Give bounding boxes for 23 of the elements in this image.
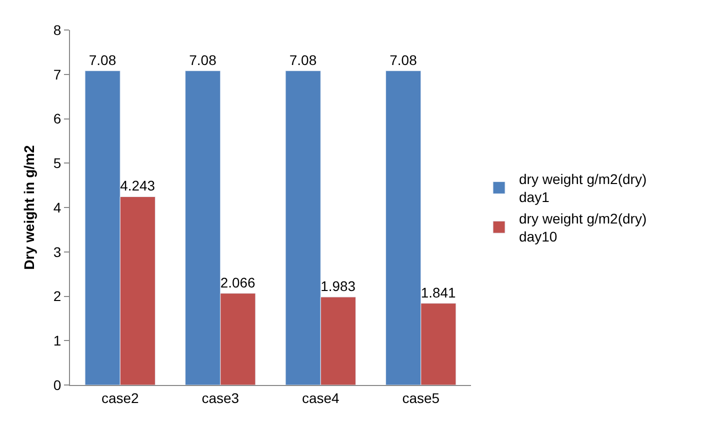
data-label: 1.983 — [320, 278, 356, 294]
data-label: 7.08 — [88, 52, 116, 68]
y-tick-label: 1 — [53, 332, 62, 349]
x-tick-label: case4 — [302, 390, 340, 406]
x-tick-label: case2 — [101, 390, 140, 406]
data-label: 2.066 — [220, 274, 256, 290]
data-label: 7.08 — [189, 52, 217, 68]
y-tick-label: 5 — [53, 155, 62, 172]
data-label: 1.841 — [420, 284, 456, 300]
x-tick-label: case5 — [402, 390, 440, 406]
y-tick-label: 3 — [53, 244, 62, 260]
y-tick-label: 2 — [53, 288, 62, 304]
x-tick-label: case3 — [202, 390, 240, 406]
y-tick-label: 7 — [53, 66, 62, 82]
data-label: 4.243 — [120, 178, 156, 194]
y-tick-label: 0 — [53, 376, 62, 393]
legend-label: dry weight g/m2(dry) day10 — [519, 210, 647, 245]
y-tick-label: 4 — [53, 199, 62, 216]
data-label: 7.08 — [390, 52, 418, 68]
y-axis-title: Dry weight in g/m2 — [21, 145, 38, 270]
y-tick-label: 8 — [53, 22, 62, 38]
y-tick-label: 6 — [53, 110, 62, 127]
data-label: 7.08 — [289, 52, 317, 68]
